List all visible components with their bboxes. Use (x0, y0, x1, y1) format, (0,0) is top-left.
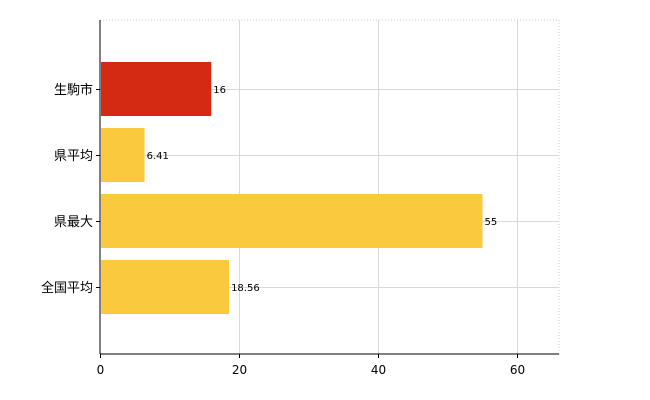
bar (101, 194, 483, 248)
bars (101, 62, 483, 314)
data-label: 6.41 (147, 151, 169, 162)
x-tick-label: 40 (371, 363, 386, 377)
bar (101, 260, 230, 314)
data-label: 55 (485, 217, 498, 228)
axes (96, 20, 559, 358)
data-label: 16 (213, 85, 226, 96)
data-label: 18.56 (231, 283, 260, 294)
x-tick-label: 20 (232, 363, 247, 377)
category-label: 県最大 (54, 215, 93, 230)
category-label: 生駒市 (54, 82, 93, 98)
bar (101, 128, 145, 182)
x-tick-label: 0 (97, 363, 105, 377)
category-label: 全国平均 (41, 280, 93, 296)
category-label: 県平均 (54, 149, 93, 164)
labels: 0 20 40 60 生駒市 16 県平均 6.41 県最大 55 全国平均 18.56 (41, 82, 525, 377)
x-tick-label: 60 (510, 363, 525, 377)
bar (101, 62, 212, 116)
